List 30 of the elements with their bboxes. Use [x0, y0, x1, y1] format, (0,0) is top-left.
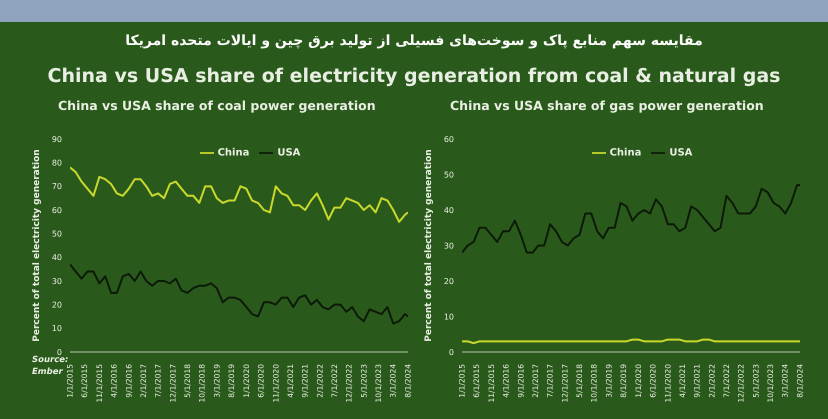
- line-series: [462, 184, 800, 254]
- y-axis-title: Percent of total electricity generation: [32, 149, 42, 342]
- y-tick-label: 60: [52, 206, 62, 215]
- y-tick-label: 0: [448, 348, 454, 357]
- y-tick-label: 30: [52, 276, 62, 286]
- legend-label: USA: [277, 148, 300, 159]
- y-tick-label: 20: [52, 300, 62, 310]
- y-tick-label: 10: [444, 312, 454, 322]
- y-tick-label: 0: [56, 348, 62, 357]
- y-tick-label: 40: [52, 253, 62, 262]
- legend-label: China: [610, 148, 642, 159]
- text: مقایسه سهم منابع پاک و سوخت‌های فسیلی از تولید برق چین و ایالات متحده امریکا: [124, 33, 704, 49]
- y-tick-label: 60: [444, 134, 454, 144]
- y-tick-label: 70: [52, 182, 62, 192]
- y-tick-label: 20: [444, 276, 454, 286]
- y-tick-label: 10: [52, 324, 62, 334]
- chart-title: China vs USA share of coal power generation: [57, 98, 377, 115]
- chart-title: China vs USA share of gas power generation: [449, 98, 765, 115]
- y-tick-label: 80: [52, 158, 62, 168]
- line-series: [70, 263, 408, 325]
- y-tick-label: 40: [444, 206, 454, 215]
- y-axis-title: Percent of total electricity generation: [424, 149, 434, 342]
- y-tick-label: 30: [444, 241, 454, 250]
- legend-label: USA: [669, 148, 692, 159]
- text: China vs USA share of electricity generation from coal & natural gas: [46, 65, 782, 87]
- y-tick-label: 90: [52, 134, 62, 144]
- y-tick-label: 50: [444, 170, 454, 180]
- legend-label: China: [218, 148, 250, 159]
- y-tick-label: 50: [52, 230, 62, 239]
- line-series: [70, 166, 408, 223]
